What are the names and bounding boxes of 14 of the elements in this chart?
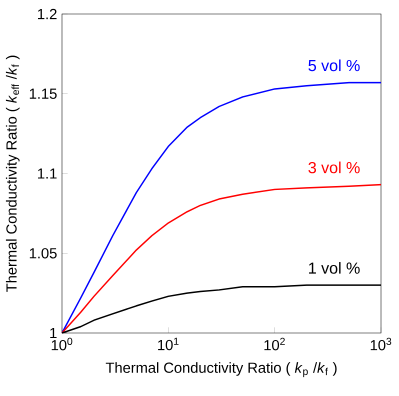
y-tick-label: 1.1 [38,168,57,179]
x-tick-label: 10$^{1}$ [158,338,179,350]
y-tick-label: 1 [50,328,57,338]
y-tick-label: 1.15 [30,88,57,99]
y-tick-label: 1.2 [38,8,57,20]
series-label: 5 vol % [308,59,360,72]
x-tick-label: 10$^{0}$ [52,338,72,350]
x-axis-title: Thermal Conductivity Ratio ( k$_{p}$ /k$_{f}$ ) [106,362,337,378]
y-tick-label: 1.05 [30,248,57,258]
x-tick-label: 10$^{2}$ [264,338,285,350]
y-axis-title: Thermal Conductivity Ratio ( k$_{eff}$ /k$_{f}$ ) [6,56,20,292]
x-tick-label: 10$^{3}$ [370,338,392,350]
series-label: 3 vol % [308,162,360,174]
series-label: 1 vol % [309,262,360,274]
